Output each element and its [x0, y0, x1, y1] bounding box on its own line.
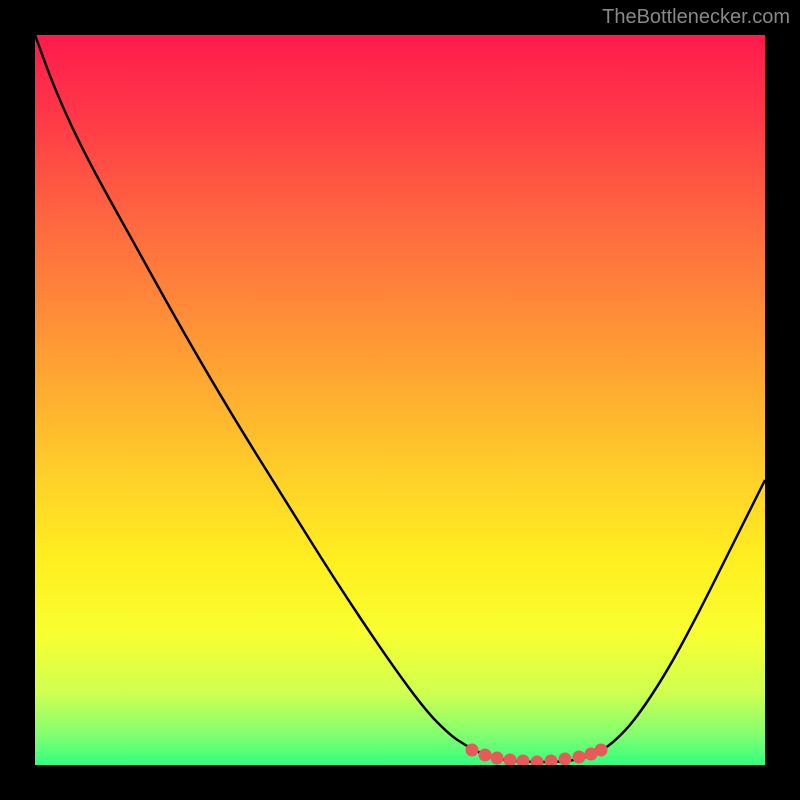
- watermark-text: TheBottlenecker.com: [602, 6, 790, 29]
- curve-overlay: [35, 35, 765, 765]
- bottleneck-curve: [35, 35, 765, 762]
- optimal-markers: [466, 744, 607, 765]
- bottleneck-chart: [35, 35, 765, 765]
